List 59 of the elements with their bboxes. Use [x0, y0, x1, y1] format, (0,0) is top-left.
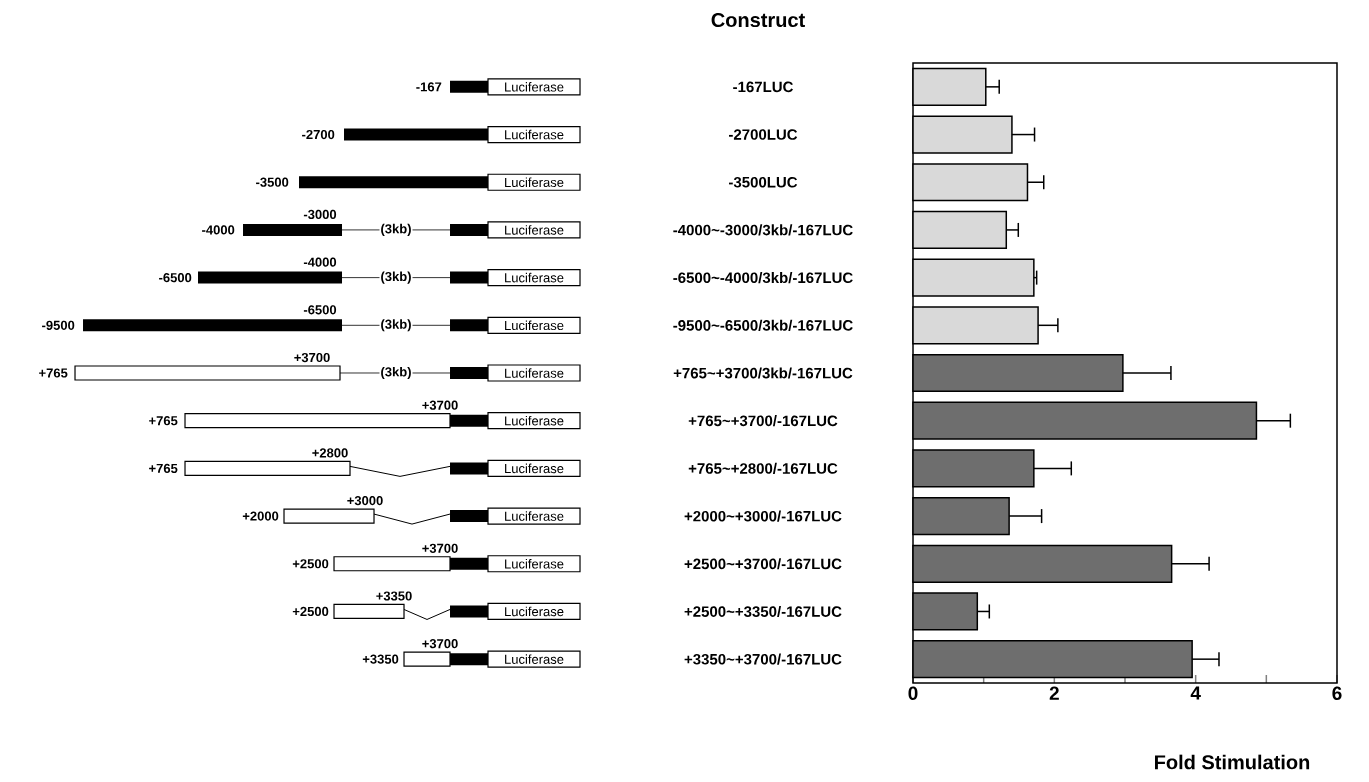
text: +3700: [422, 639, 458, 649]
text: +765: [149, 416, 178, 426]
y-tick-label: +2500~+3350/-167LUC: [684, 605, 842, 618]
text: -9500: [42, 320, 75, 330]
text: Luciferase: [505, 225, 564, 235]
y-tick-label: +2500~+3700/-167LUC: [684, 558, 842, 570]
text: -6500: [303, 305, 337, 315]
text: +2500: [292, 559, 329, 569]
text: Luciferase: [505, 558, 564, 569]
y-tick-label: +765~+3700/3kb/-167LUC: [673, 367, 853, 379]
text: Luciferase: [505, 82, 564, 92]
text: +3700: [294, 352, 330, 363]
text: Luciferase: [505, 463, 564, 474]
text: +2800: [312, 448, 348, 458]
text: (3kb): [381, 223, 411, 236]
text: +2500: [292, 606, 329, 617]
text: -3000: [303, 209, 337, 220]
y-tick-label: -9500~-6500/3kb/-167LUC: [673, 319, 853, 331]
text: Luciferase: [505, 415, 564, 426]
text: Luciferase: [505, 320, 564, 331]
text: +3000: [347, 496, 383, 506]
y-tick-label: -167LUC: [733, 81, 793, 93]
y-tick-label: +2000~+3000/-167LUC: [684, 510, 842, 522]
text: Luciferase: [505, 272, 564, 283]
y-tick-label: +765~+3700/-167LUC: [688, 415, 838, 427]
text: +2000: [242, 511, 279, 521]
text: -3500: [256, 177, 289, 187]
text: Luciferase: [505, 129, 564, 140]
x-tick-label: 2: [1049, 686, 1059, 700]
text: -6500: [159, 273, 192, 283]
y-tick-label: -3500LUC: [728, 176, 798, 188]
y-tick-label: -6500~-4000/3kb/-167LUC: [673, 272, 853, 284]
text: Luciferase: [505, 654, 564, 664]
text: +765: [149, 463, 178, 473]
text: Luciferase: [505, 368, 564, 378]
chart-title: Construct: [711, 12, 805, 28]
text: -167: [416, 82, 442, 92]
text: (3kb): [381, 271, 411, 284]
text: -4000: [202, 225, 235, 235]
text: -2700: [302, 129, 335, 140]
x-tick-label: 6: [1332, 686, 1342, 700]
text: (3kb): [381, 319, 411, 332]
text: +3350: [362, 654, 399, 664]
text: -4000: [303, 257, 337, 267]
text: +3700: [422, 543, 458, 553]
text: +3350: [376, 591, 412, 601]
x-tick-label: 4: [1190, 686, 1201, 700]
y-tick-label: -2700LUC: [728, 129, 798, 140]
text: +765: [39, 368, 68, 378]
x-axis-title: Fold Stimulation: [1155, 754, 1310, 770]
text: (3kb): [381, 366, 411, 380]
y-tick-label: +765~+2800/-167LUC: [688, 462, 838, 474]
y-tick-label: -4000~-3000/3kb/-167LUC: [673, 224, 853, 236]
text: Luciferase: [505, 511, 564, 521]
text: Luciferase: [505, 606, 564, 617]
x-tick-label: 0: [908, 686, 918, 700]
text: +3700: [422, 400, 458, 410]
text: Luciferase: [505, 177, 564, 187]
y-tick-label: +3350~+3700/-167LUC: [684, 653, 842, 665]
